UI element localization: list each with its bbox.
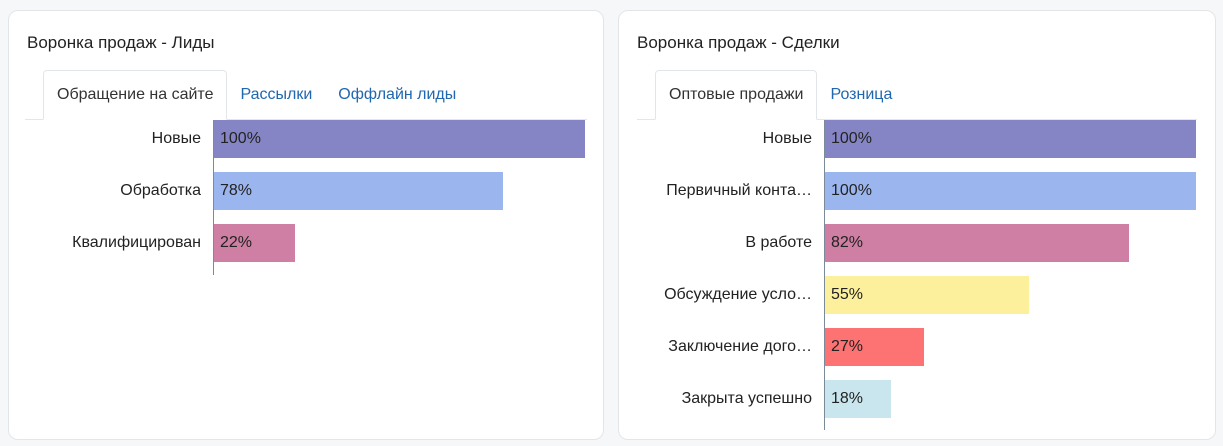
funnel-axis-line: [213, 120, 214, 275]
funnel-axis-line: [824, 120, 825, 430]
funnel-stage-label: Первичный конта…: [666, 182, 812, 199]
funnel-stage-value: 78%: [220, 182, 253, 199]
funnel-stage-value: 100%: [220, 130, 261, 147]
funnel-stage-value: 22%: [220, 234, 253, 251]
funnel-stage-label: Закрыта успешно: [681, 390, 812, 407]
tab-offline-leads[interactable]: Оффлайн лиды: [338, 86, 457, 103]
funnel-stage-bar[interactable]: [824, 172, 1196, 210]
panel-title: Воронка продаж - Сделки: [637, 33, 840, 52]
tab-site-requests[interactable]: Обращение на сайте: [43, 70, 228, 120]
tab-wholesale[interactable]: Оптовые продажи: [655, 70, 818, 120]
funnel-stage-value: 100%: [831, 182, 872, 199]
funnel-stage-bar[interactable]: [824, 380, 891, 418]
leads-tabs: Обращение на сайте Рассылки Оффлайн лиды: [25, 70, 587, 120]
funnel-stage-label: Новые: [151, 130, 201, 147]
deals-funnel-panel: Воронка продаж - Сделки Оптовые продажи …: [618, 10, 1216, 440]
funnel-stage-value: 100%: [831, 130, 872, 147]
funnel-stage-bar[interactable]: [213, 172, 503, 210]
deals-tabs: Оптовые продажи Розница: [637, 70, 1197, 120]
funnel-stage-label: Обработка: [120, 182, 201, 199]
funnel-stage-bar[interactable]: [213, 120, 585, 158]
tab-retail[interactable]: Розница: [830, 86, 893, 103]
panel-title: Воронка продаж - Лиды: [27, 33, 215, 52]
funnel-stage-label: В работе: [745, 234, 812, 251]
funnel-stage-label: Квалифицирован: [72, 234, 201, 251]
leads-funnel-panel: Воронка продаж - Лиды Обращение на сайте…: [8, 10, 604, 440]
tab-mailings[interactable]: Рассылки: [240, 86, 313, 103]
funnel-stage-value: 55%: [831, 286, 864, 303]
funnel-stage-value: 27%: [831, 338, 864, 355]
funnel-stage-label: Заключение дого…: [668, 338, 812, 355]
funnel-stage-bar[interactable]: [824, 276, 1029, 314]
funnel-stage-value: 82%: [831, 234, 864, 251]
funnel-stage-label: Новые: [762, 130, 812, 147]
funnel-stage-bar[interactable]: [824, 224, 1129, 262]
funnel-stage-bar[interactable]: [824, 328, 924, 366]
funnel-stage-bar[interactable]: [824, 120, 1196, 158]
funnel-stage-bar[interactable]: [213, 224, 295, 262]
funnel-stage-label: Обсуждение усло…: [664, 286, 812, 303]
funnel-stage-value: 18%: [831, 390, 864, 407]
